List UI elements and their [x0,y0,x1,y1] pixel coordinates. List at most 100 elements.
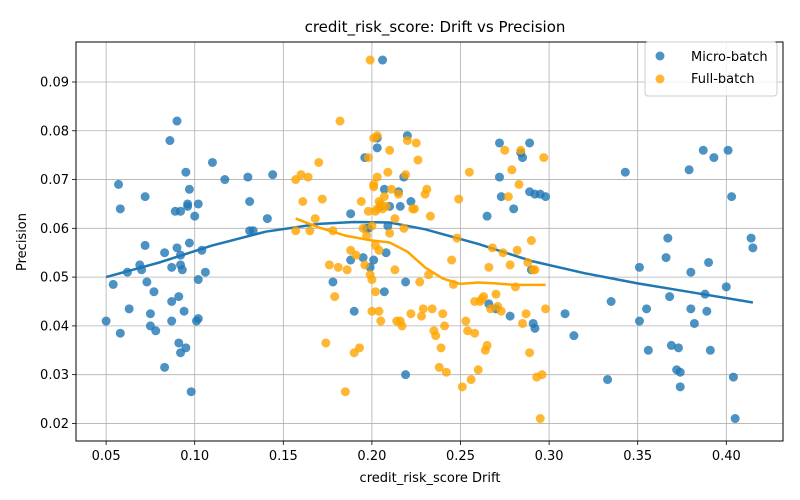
point-full-batch [461,316,471,326]
point-micro-batch [748,243,758,253]
point-micro-batch [379,184,389,194]
point-full-batch [466,375,476,385]
y-tick-label: 0.07 [40,173,69,188]
point-full-batch [530,265,540,275]
legend-label-full-batch: Full-batch [691,72,755,87]
point-full-batch [473,365,483,375]
point-full-batch [436,343,446,353]
point-full-batch [539,153,549,163]
point-micro-batch [176,250,186,260]
point-micro-batch [684,165,694,175]
point-full-batch [397,321,407,331]
point-full-batch [360,260,370,270]
point-micro-batch [140,192,150,202]
point-micro-batch [746,233,756,243]
point-micro-batch [122,267,132,277]
point-micro-batch [686,304,696,314]
point-full-batch [370,287,380,297]
point-full-batch [541,304,551,314]
point-micro-batch [268,170,278,180]
point-micro-batch [378,55,388,65]
point-micro-batch [509,204,519,214]
point-full-batch [418,304,428,314]
point-full-batch [479,292,489,302]
point-micro-batch [167,296,177,306]
x-tick-label: 0.10 [180,449,209,464]
point-micro-batch [401,277,411,287]
point-micro-batch [663,233,673,243]
point-micro-batch [620,167,630,177]
point-full-batch [505,260,515,270]
point-micro-batch [406,197,416,207]
point-micro-batch [176,206,186,216]
point-micro-batch [160,362,170,372]
legend-box [644,41,778,97]
point-micro-batch [643,345,653,355]
point-micro-batch [666,340,676,350]
point-full-batch [422,184,432,194]
y-tick-label: 0.05 [40,271,69,286]
point-micro-batch [569,331,579,341]
point-full-batch [434,362,444,372]
point-full-batch [390,214,400,224]
point-full-batch [379,192,389,202]
point-micro-batch [167,262,177,272]
point-micro-batch [193,275,203,285]
point-full-batch [526,236,536,246]
point-micro-batch [179,306,189,316]
point-micro-batch [702,306,712,316]
point-full-batch [523,257,533,267]
point-micro-batch [530,323,540,333]
point-full-batch [386,184,396,194]
point-full-batch [340,387,350,397]
point-full-batch [310,214,320,224]
point-full-batch [431,331,441,341]
point-micro-batch [174,338,184,348]
point-micro-batch [675,367,685,377]
point-micro-batch [124,304,134,314]
point-full-batch [328,226,338,236]
point-full-batch [500,145,510,155]
point-full-batch [374,245,384,255]
y-axis-title: Precision [15,213,30,271]
point-micro-batch [245,197,255,207]
point-micro-batch [262,214,272,224]
point-full-batch [525,348,535,358]
point-micro-batch [560,309,570,319]
point-micro-batch [494,172,504,182]
point-micro-batch [395,201,405,211]
point-full-batch [438,309,448,319]
point-full-batch [510,282,520,292]
point-full-batch [463,326,473,336]
point-micro-batch [190,211,200,221]
point-micro-batch [184,238,194,248]
point-micro-batch [193,314,203,324]
x-axis-ticks: 0.05 0.10 0.15 0.20 0.25 0.30 0.35 0.40 [92,441,741,464]
point-micro-batch [186,387,196,397]
y-tick-label: 0.03 [40,368,69,383]
legend: Micro-batch Full-batch [644,41,778,97]
point-micro-batch [730,414,740,424]
point-micro-batch [634,262,644,272]
legend-marker-micro-batch [655,51,665,61]
point-full-batch [514,179,524,189]
point-micro-batch [200,267,210,277]
point-micro-batch [505,311,515,321]
point-micro-batch [379,287,389,297]
point-micro-batch [372,143,382,153]
point-micro-batch [705,345,715,355]
point-full-batch [335,116,345,126]
point-micro-batch [193,199,203,209]
point-micro-batch [401,370,411,380]
point-micro-batch [145,309,155,319]
point-micro-batch [665,292,675,302]
point-full-batch [496,306,506,316]
point-micro-batch [181,343,191,353]
point-micro-batch [700,289,710,299]
x-tick-label: 0.35 [623,449,652,464]
point-micro-batch [197,245,207,255]
point-full-batch [298,197,308,207]
chart-title: credit_risk_score: Drift vs Precision [305,18,566,37]
point-full-batch [351,250,361,260]
